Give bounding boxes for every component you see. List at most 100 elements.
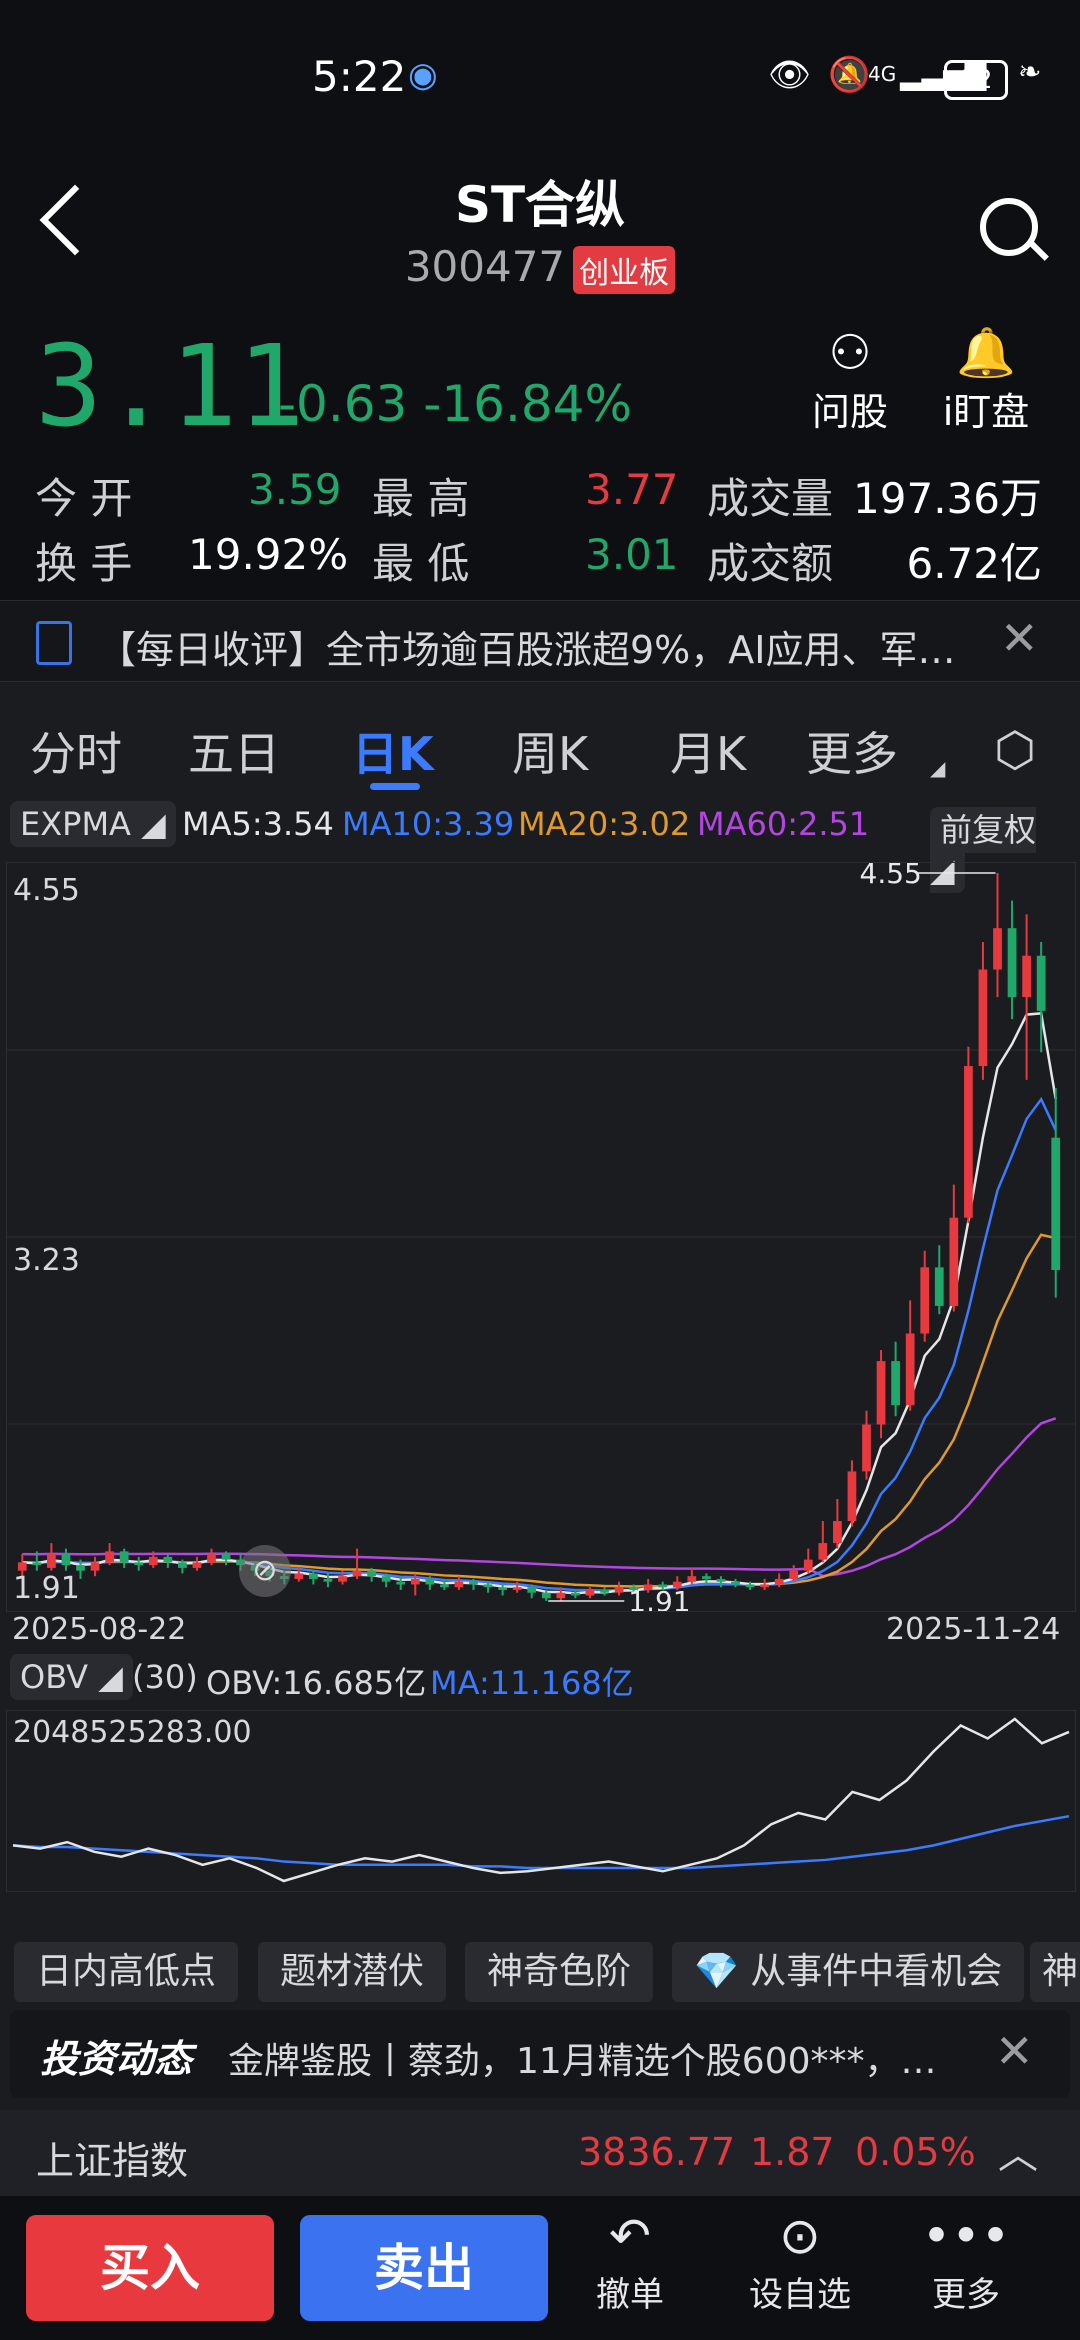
kline-chart[interactable]: 4.55 1.91 4.55 3.23 1.91 ⊘	[6, 857, 1076, 1618]
news-text[interactable]: 【每日收评】全市场逾百股涨超9%，AI应用、军…	[98, 628, 956, 672]
watch-button[interactable]: 🔔 i盯盘	[926, 325, 1046, 436]
news-banner[interactable]: 【每日收评】全市场逾百股涨超9%，AI应用、军… ✕	[0, 600, 1080, 682]
chip-more[interactable]: 神	[1030, 1942, 1080, 2002]
tab-five-day[interactable]: 五日	[188, 727, 280, 781]
candle-body	[410, 1578, 420, 1585]
candle-body	[294, 1573, 304, 1579]
header	[0, 100, 1080, 340]
signal-icon: ▂▃▅▇	[900, 58, 987, 91]
chip-magic-color[interactable]: 神奇色阶	[465, 1942, 654, 2002]
chevron-up-icon[interactable]: ︿	[998, 2132, 1038, 2178]
chip-theme-lurk[interactable]: 题材潜伏	[258, 1942, 447, 2002]
adjust-select[interactable]: 前复权 ◢	[930, 805, 1080, 893]
candle-body	[512, 1587, 522, 1590]
stock-code-row: 300477 创业板	[0, 242, 1080, 294]
amount-label: 成交额	[707, 539, 834, 588]
candle-body	[163, 1556, 173, 1563]
obv-value: OBV:16.685亿	[206, 1664, 427, 1702]
obv-select[interactable]: OBV ◢	[10, 1654, 133, 1700]
more-dots-icon: •••	[921, 2207, 1011, 2265]
invest-close-icon[interactable]: ✕	[995, 2024, 1034, 2078]
candle-body	[32, 1562, 42, 1566]
settings-hex-icon[interactable]: ⬡	[994, 722, 1036, 778]
obv-svg	[12, 1717, 1070, 1883]
tab-weekly-k[interactable]: 周K	[512, 727, 589, 781]
stock-code: 300477	[404, 242, 566, 291]
candle-body	[1022, 955, 1031, 998]
invest-news-banner[interactable]: 投资动态 金牌鉴股丨蔡劲，11月精选个股600***，… ✕	[10, 2010, 1070, 2098]
network-label: 4G	[868, 62, 897, 86]
candle-body	[993, 928, 1002, 970]
change-value: -0.63	[278, 375, 408, 433]
cancel-order-button[interactable]: ↶ 撤单	[570, 2205, 690, 2316]
candle-body	[148, 1556, 158, 1566]
candle-body	[61, 1554, 71, 1566]
mute-bell-icon: 🔕	[828, 55, 871, 95]
candle-body	[556, 1592, 566, 1599]
candle-body	[309, 1573, 318, 1579]
high-label: 最 高	[372, 474, 470, 523]
invest-brand-logo: 投资动态	[40, 2037, 193, 2081]
candle-body	[1051, 1137, 1061, 1271]
price-change: -0.63 -16.84%	[278, 375, 632, 433]
invest-text[interactable]: 金牌鉴股丨蔡劲，11月精选个股600***，…	[228, 2041, 937, 2082]
tab-intraday[interactable]: 分时	[30, 727, 122, 781]
candle-body	[672, 1581, 682, 1588]
buy-button[interactable]: 买入	[26, 2215, 274, 2321]
tab-more[interactable]: 更多	[806, 727, 898, 781]
candle-body	[585, 1589, 595, 1596]
candle-body	[119, 1551, 129, 1563]
candle-body	[847, 1471, 857, 1522]
draw-tool-icon[interactable]: ⊘	[239, 1545, 291, 1597]
tab-daily-k[interactable]: 日K	[352, 727, 434, 781]
add-watchlist-button[interactable]: ⊙ 设自选	[740, 2205, 860, 2316]
add-watchlist-label: 设自选	[749, 2275, 851, 2315]
quote-panel	[0, 340, 1080, 600]
close-icon[interactable]: ✕	[1000, 611, 1039, 665]
index-pct: 0.05%	[855, 2130, 976, 2174]
candle-body	[76, 1565, 85, 1571]
indicator-select[interactable]: EXPMA ◢	[10, 801, 176, 847]
obv-chart[interactable]: 2048525283.00	[6, 1710, 1076, 1892]
index-value: 3836.77	[578, 2130, 736, 2174]
end-date: 2025-11-24	[886, 1612, 1061, 1647]
index-bar[interactable]: 上证指数 3836.77 1.87 0.05% ︿	[0, 2110, 1080, 2196]
candle-body	[527, 1587, 537, 1593]
candle-body	[920, 1267, 930, 1334]
candle-body	[105, 1551, 114, 1563]
candle-body	[396, 1581, 406, 1585]
high-value: 3.77	[585, 465, 679, 514]
candle-body	[731, 1581, 740, 1585]
obv-period: (30)	[132, 1658, 198, 1696]
candle-body	[891, 1361, 900, 1406]
open-label: 今 开	[35, 474, 133, 523]
person-icon: ⚇	[828, 325, 872, 381]
tab-monthly-k[interactable]: 月K	[670, 727, 747, 781]
candle-body	[498, 1587, 507, 1590]
ask-stock-button[interactable]: ⚇ 问股	[790, 325, 910, 436]
eye-icon: 👁	[768, 55, 812, 95]
app-notification-icon: ◉	[408, 55, 438, 95]
candle-body	[381, 1576, 391, 1582]
candle-body	[600, 1589, 609, 1593]
sell-button[interactable]: 卖出	[300, 2215, 548, 2321]
turnover-label: 换 手	[35, 539, 133, 588]
chip-intraday-hilo[interactable]: 日内高低点	[14, 1942, 239, 2002]
max-marker-label: 4.55	[860, 863, 922, 890]
start-date: 2025-08-22	[12, 1612, 187, 1647]
min-marker-label: 1.91	[628, 1585, 690, 1611]
current-price: 3.11	[35, 322, 305, 452]
more-button[interactable]: ••• 更多	[906, 2205, 1026, 2316]
dots-circle-icon: ⊙	[779, 2207, 821, 2265]
candle-body	[774, 1578, 784, 1585]
chip-event-opportunity[interactable]: 💎 从事件中看机会	[672, 1942, 1025, 2002]
low-label: 最 低	[372, 539, 470, 588]
leaf-icon: ❧	[1018, 55, 1042, 88]
candle-body	[367, 1570, 376, 1577]
candle-body	[949, 1217, 959, 1306]
ma20-label: MA20:3.02	[518, 805, 691, 843]
search-icon[interactable]	[980, 198, 1038, 256]
candle-body	[964, 1066, 973, 1218]
obv-ma: MA:11.168亿	[430, 1664, 634, 1702]
more-dropdown-icon: ◢	[930, 756, 946, 780]
